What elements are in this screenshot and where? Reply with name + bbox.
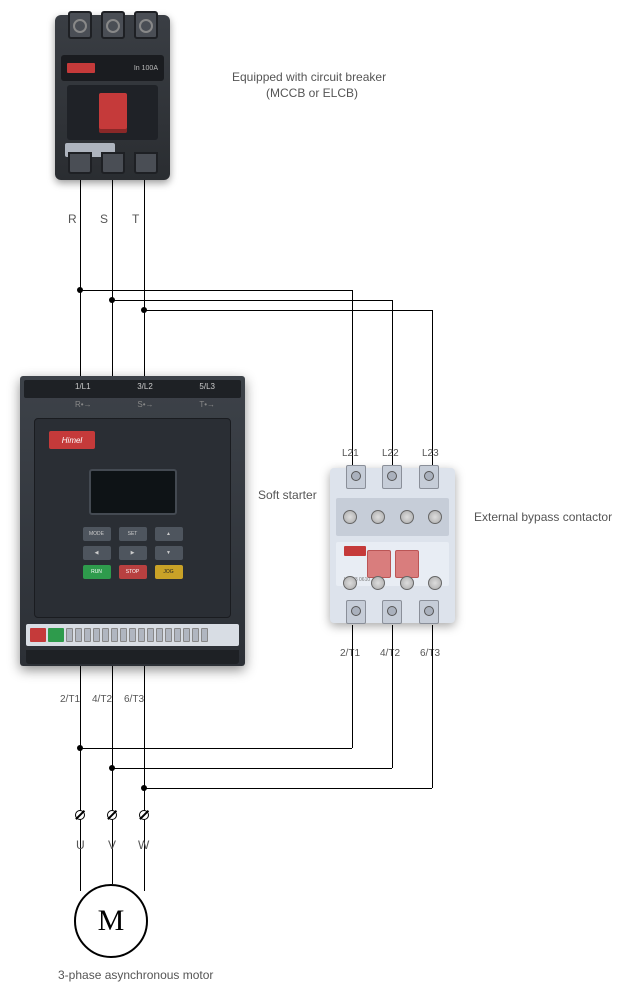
ss-control-terminals bbox=[26, 624, 239, 646]
wire-t-main bbox=[144, 180, 145, 376]
junction-u bbox=[77, 745, 83, 751]
junction-w bbox=[141, 785, 147, 791]
wire-w-motor bbox=[144, 856, 145, 891]
motor-term-v: V bbox=[108, 838, 116, 852]
wire-ct-out-2h bbox=[112, 768, 392, 769]
ss-top-arrow-labels: R•→ S•→ T•→ bbox=[75, 400, 215, 409]
ct-top-label-2: L22 bbox=[382, 448, 399, 459]
wire-v-motor bbox=[112, 856, 113, 884]
contactor-label: External bypass contactor bbox=[474, 510, 612, 524]
ct-bot-lugs bbox=[338, 600, 447, 626]
circuit-breaker: In 100A bbox=[55, 15, 170, 180]
ss-out-label-3: 6/T3 bbox=[124, 694, 144, 705]
ss-keypad: MODE SET ▲ ◀ ▶ ▼ RUN STOP JOG bbox=[83, 527, 183, 584]
motor-symbol: M bbox=[74, 884, 148, 958]
ss-display bbox=[89, 469, 177, 515]
phase-label-r: R bbox=[68, 212, 77, 226]
motor-letter: M bbox=[98, 904, 125, 938]
ct-bot-label-1: 2/T1 bbox=[340, 648, 360, 659]
ss-out-label-1: 2/T1 bbox=[60, 694, 80, 705]
phase-label-s: S bbox=[100, 212, 108, 226]
terminal-w bbox=[139, 810, 149, 820]
terminal-u bbox=[75, 810, 85, 820]
ct-top-screws bbox=[336, 498, 449, 536]
breaker-handle bbox=[99, 93, 127, 133]
ss-front-panel: Himel MODE SET ▲ ◀ ▶ ▼ RUN STOP JOG bbox=[34, 418, 231, 618]
breaker-handle-well bbox=[67, 85, 158, 140]
wire-s-branch-h bbox=[112, 300, 392, 301]
wire-r-branch-h bbox=[80, 290, 352, 291]
wire-ct-out-1h bbox=[80, 748, 352, 749]
softstarter-label: Soft starter bbox=[258, 488, 317, 502]
breaker-nameplate: In 100A bbox=[61, 55, 164, 81]
breaker-label-1: Equipped with circuit breaker bbox=[232, 70, 386, 84]
ct-bot-screws bbox=[336, 573, 449, 593]
ct-bot-label-2: 4/T2 bbox=[380, 648, 400, 659]
wire-s-main bbox=[112, 180, 113, 376]
wire-ct-out-2v bbox=[392, 625, 393, 768]
wire-t-branch-v bbox=[432, 310, 433, 465]
ss-brand-badge: Himel bbox=[49, 431, 95, 449]
terminal-v bbox=[107, 810, 117, 820]
junction-v bbox=[109, 765, 115, 771]
wire-r-branch-v bbox=[352, 290, 353, 465]
bypass-contactor: HDC3 0610 bbox=[330, 468, 455, 623]
wire-ct-out-3v bbox=[432, 625, 433, 788]
ss-out-label-2: 4/T2 bbox=[92, 694, 112, 705]
breaker-rating: In 100A bbox=[134, 65, 158, 72]
wire-r-main bbox=[80, 180, 81, 376]
ct-top-lugs bbox=[338, 465, 447, 491]
motor-term-u: U bbox=[76, 838, 85, 852]
phase-label-t: T bbox=[132, 212, 139, 226]
ct-bot-label-3: 6/T3 bbox=[420, 648, 440, 659]
wire-ct-out-3h bbox=[144, 788, 432, 789]
soft-starter: 1/L1 3/L2 5/L3 R•→ S•→ T•→ Himel MODE SE… bbox=[20, 376, 245, 666]
motor-label: 3-phase asynchronous motor bbox=[58, 968, 213, 982]
breaker-top-lugs bbox=[63, 11, 162, 43]
ss-top-terminal-labels: 1/L1 3/L2 5/L3 bbox=[75, 382, 215, 391]
motor-term-w: W bbox=[138, 838, 149, 852]
wire-t-branch-h bbox=[144, 310, 432, 311]
ct-top-label-1: L21 bbox=[342, 448, 359, 459]
ct-top-label-3: L23 bbox=[422, 448, 439, 459]
breaker-label-2: (MCCB or ELCB) bbox=[266, 86, 358, 100]
wire-s-branch-v bbox=[392, 300, 393, 465]
breaker-bottom-lugs bbox=[63, 152, 162, 176]
wire-ct-out-1v bbox=[352, 625, 353, 748]
wire-u-motor bbox=[80, 856, 81, 891]
ct-brand-badge bbox=[344, 546, 366, 556]
